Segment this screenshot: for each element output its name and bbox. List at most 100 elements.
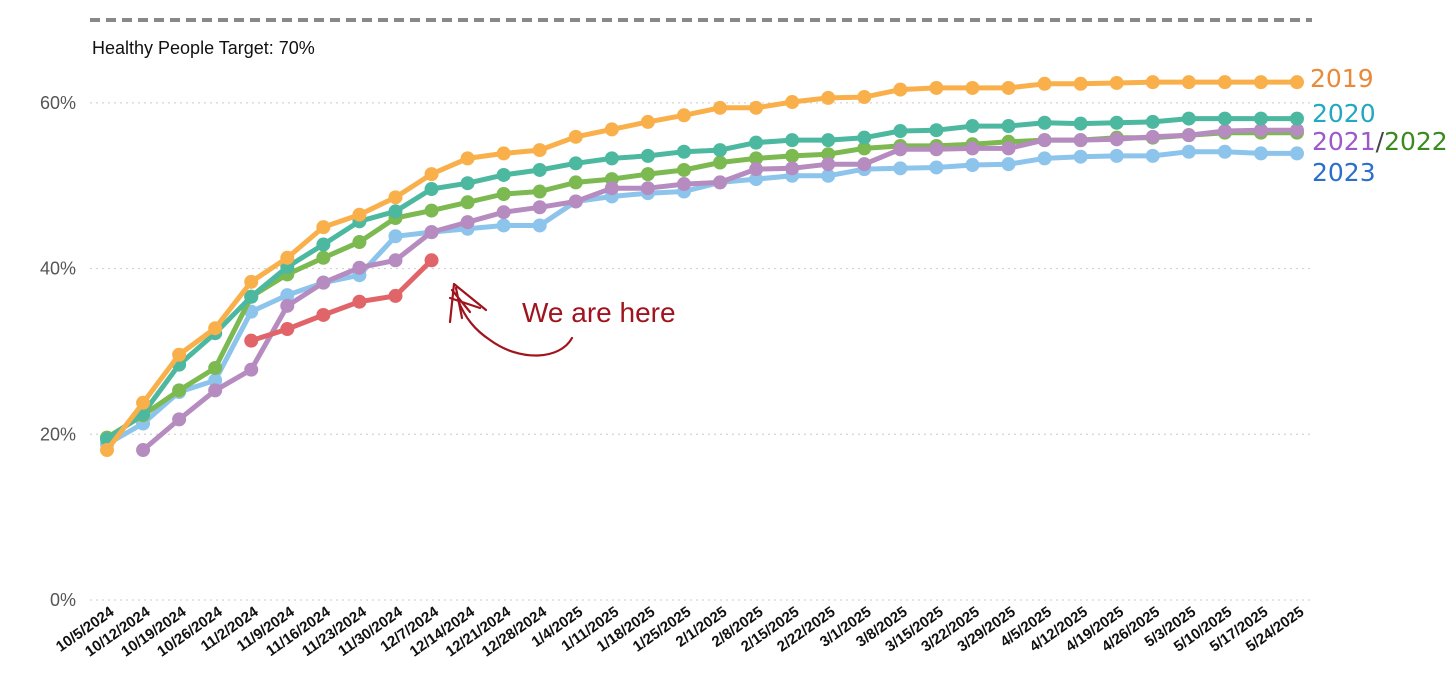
data-point [424, 225, 439, 240]
data-point [929, 160, 944, 175]
data-point [1145, 114, 1160, 129]
data-point [676, 177, 691, 192]
data-point [388, 204, 403, 219]
data-point [604, 122, 619, 137]
data-point [208, 361, 223, 375]
data-point [785, 148, 800, 163]
data-point [1253, 146, 1268, 161]
data-point [532, 143, 547, 158]
data-point [893, 161, 908, 176]
data-point [1109, 115, 1124, 130]
data-point [929, 80, 944, 95]
data-point [352, 235, 367, 250]
data-point [1145, 75, 1160, 90]
data-point [785, 95, 800, 110]
data-point [496, 167, 511, 182]
data-point [1181, 75, 1196, 90]
data-point [352, 260, 367, 275]
legend-label: 2022 [1384, 127, 1448, 156]
data-point [749, 100, 764, 115]
data-point [136, 395, 151, 410]
data-point [532, 200, 547, 215]
data-point [821, 90, 836, 105]
data-point [352, 207, 367, 222]
data-point [280, 322, 295, 337]
data-point [965, 119, 980, 134]
data-point [1109, 148, 1124, 163]
data-point [424, 182, 439, 197]
y-tick-label: 20% [40, 424, 76, 444]
data-point [857, 157, 872, 172]
data-point [100, 443, 114, 458]
data-point [857, 90, 872, 105]
data-point [1145, 148, 1160, 163]
data-point [424, 203, 439, 218]
data-point [1217, 144, 1232, 159]
y-tick-label: 60% [40, 93, 76, 113]
data-point [1181, 111, 1196, 126]
data-point [821, 147, 836, 162]
data-point [208, 383, 223, 398]
data-point [785, 161, 800, 176]
data-point [424, 167, 439, 182]
data-point [965, 158, 980, 172]
data-point [496, 218, 511, 233]
data-point [749, 162, 764, 177]
data-point [749, 151, 764, 166]
data-point [532, 162, 547, 177]
data-point [460, 215, 475, 230]
legend-label: 2023 [1312, 158, 1376, 187]
data-point [1109, 75, 1124, 90]
data-point [208, 373, 223, 388]
data-point [1217, 111, 1232, 126]
series-line [105, 116, 1297, 442]
legend-separator: / [1376, 127, 1385, 156]
data-point [280, 250, 295, 265]
data-point [316, 275, 331, 290]
data-point [640, 167, 655, 182]
data-point [604, 181, 619, 196]
data-point [568, 175, 583, 190]
data-point [244, 333, 259, 348]
data-point [965, 141, 980, 156]
data-point [821, 157, 836, 172]
data-point [929, 142, 944, 157]
data-point [496, 187, 511, 201]
data-point [244, 362, 259, 377]
data-point [604, 151, 619, 166]
data-point [568, 129, 583, 144]
data-point [1290, 146, 1304, 161]
pointer-arrow [448, 282, 574, 357]
data-point [1037, 133, 1052, 148]
data-point [1253, 123, 1268, 138]
data-point [893, 82, 908, 97]
data-point [1073, 116, 1088, 131]
data-point [1145, 129, 1160, 144]
legend-label-group: 2021/2022 [1312, 127, 1448, 156]
y-tick-label: 40% [40, 259, 76, 279]
data-point [424, 253, 439, 268]
data-point [640, 114, 655, 129]
data-point [172, 347, 187, 362]
data-point [1253, 75, 1268, 90]
data-point [316, 307, 331, 322]
data-point [857, 130, 872, 145]
data-point [460, 195, 475, 210]
data-point [1073, 133, 1088, 148]
data-point [676, 108, 691, 123]
data-point [460, 176, 475, 191]
data-point [244, 274, 259, 289]
data-point [496, 205, 511, 220]
data-point [857, 141, 872, 156]
target-label: Healthy People Target: 70% [92, 38, 315, 58]
data-point [749, 172, 764, 187]
data-point [280, 298, 295, 313]
data-point [1181, 128, 1196, 143]
data-point [568, 156, 583, 171]
data-point [316, 250, 331, 265]
data-point [1037, 115, 1052, 130]
y-tick-label: 0% [50, 590, 76, 610]
data-point [532, 184, 547, 199]
data-point [893, 142, 908, 157]
